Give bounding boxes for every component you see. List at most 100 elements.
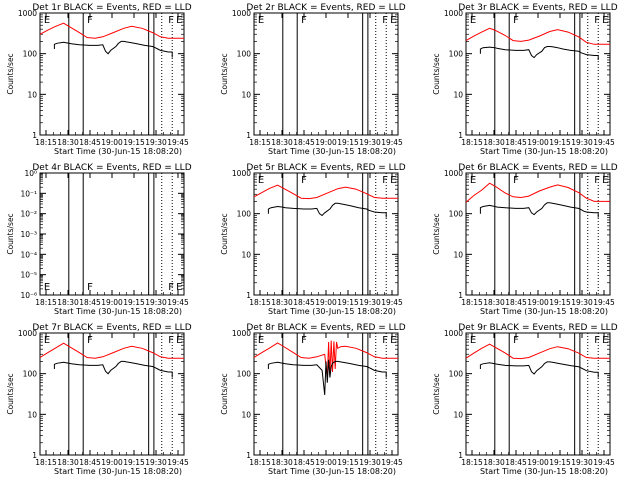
chart-6-y-tick-label: 1000: [444, 169, 463, 178]
chart-6-y-tick-label: 1: [458, 291, 463, 300]
chart-2-marker-e: E: [390, 15, 396, 26]
chart-2-y-tick-label: 1: [246, 131, 251, 140]
chart-7-series-lld-line: [39, 342, 184, 359]
chart-7-marker-e: E: [44, 335, 50, 346]
chart-5-x-tick-label: 19:15: [337, 298, 359, 307]
chart-1-marker-f: F: [87, 15, 93, 26]
chart-9-y-tick-label: 1: [458, 451, 463, 460]
chart-9-title: Det 9r BLACK = Events, RED = LLD: [458, 323, 617, 333]
chart-3-y-tick-label: 1: [458, 131, 463, 140]
chart-4-plot-frame: [39, 172, 185, 296]
chart-8-x-tick-label: 18:15: [249, 458, 271, 467]
chart-7-series-events-line: [53, 360, 173, 378]
chart-1-x-tick-label: 18:45: [79, 138, 101, 147]
chart-6-marker-e: E: [602, 175, 608, 186]
chart-9-y-axis-label: Counts/sec: [432, 373, 441, 414]
chart-7-x-tick-label: 18:45: [79, 458, 101, 467]
chart-6-x-tick-label: 18:15: [461, 298, 483, 307]
chart-1-y-tick-label: 10: [27, 90, 37, 99]
chart-8-y-axis-label: Counts/sec: [220, 373, 229, 414]
chart-5-marker-e: E: [390, 175, 396, 186]
chart-4-y-tick-label: 10⁻¹: [20, 189, 37, 198]
chart-1-x-tick-label: 19:30: [145, 138, 167, 147]
chart-2-x-tick-label: 19:45: [381, 138, 403, 147]
chart-9-plot-frame: [465, 332, 611, 456]
chart-9-x-tick-label: 18:45: [505, 458, 527, 467]
chart-2-plot-frame: [253, 12, 399, 136]
chart-1-x-tick-label: 18:30: [57, 138, 79, 147]
chart-5-y-axis-label: Counts/sec: [220, 213, 229, 254]
chart-4-y-tick-label: 10⁻³: [20, 230, 37, 239]
chart-7-x-axis-label: Start Time (30-Jun-15 18:08:20): [54, 467, 182, 476]
chart-7-x-tick-label: 19:15: [123, 458, 145, 467]
chart-1-series-lld-line: [39, 22, 184, 39]
chart-2-y-tick-label: 10: [241, 90, 251, 99]
chart-6-x-tick-label: 19:15: [549, 298, 571, 307]
chart-3-series-lld-line: [465, 27, 610, 45]
chart-3-x-tick-label: 19:00: [527, 138, 549, 147]
chart-1-x-tick-label: 19:00: [101, 138, 123, 147]
chart-3-x-axis-label: Start Time (30-Jun-15 18:08:20): [480, 147, 608, 156]
chart-3-marker-f: F: [513, 15, 519, 26]
chart-2-marker-e: E: [258, 15, 264, 26]
chart-4-x-axis-label: Start Time (30-Jun-15 18:08:20): [54, 307, 182, 316]
chart-5-y-tick-label: 1: [246, 291, 251, 300]
chart-6-x-axis-label: Start Time (30-Jun-15 18:08:20): [480, 307, 608, 316]
chart-8-marker-e: E: [390, 335, 396, 346]
chart-9-marker-f: F: [594, 335, 600, 346]
chart-3-x-tick-label: 18:30: [483, 138, 505, 147]
chart-6-y-tick-label: 10: [453, 250, 463, 259]
chart-1-y-tick-label: 1000: [18, 9, 37, 18]
chart-2-x-tick-label: 18:30: [271, 138, 293, 147]
chart-2-y-axis-label: Counts/sec: [220, 53, 229, 94]
chart-5-x-tick-label: 19:45: [381, 298, 403, 307]
chart-9-x-tick-label: 18:30: [483, 458, 505, 467]
chart-4-x-tick-label: 19:45: [167, 298, 189, 307]
chart-9-x-tick-label: 19:15: [549, 458, 571, 467]
chart-1-series-events-line: [53, 40, 173, 58]
chart-4-marker-f: F: [87, 282, 93, 293]
chart-2-y-tick-label: 100: [237, 50, 252, 59]
chart-7-x-tick-label: 18:30: [57, 458, 79, 467]
chart-5-y-tick-label: 1000: [232, 169, 251, 178]
chart-2-x-tick-label: 19:30: [359, 138, 381, 147]
chart-4-x-tick-label: 19:30: [145, 298, 167, 307]
chart-3-series-events-line: [479, 46, 599, 60]
chart-7-y-tick-label: 1000: [18, 329, 37, 338]
chart-4-y-axis-label: Counts/sec: [6, 213, 15, 254]
chart-8-x-tick-label: 18:45: [293, 458, 315, 467]
chart-4-marker-f: F: [168, 282, 174, 293]
chart-8-marker-f: F: [301, 335, 307, 346]
chart-9-x-tick-label: 19:00: [527, 458, 549, 467]
chart-7-marker-f: F: [168, 335, 174, 346]
chart-1-y-tick-label: 100: [23, 50, 38, 59]
chart-6-y-tick-label: 100: [449, 210, 464, 219]
chart-5-plot-frame: [253, 172, 399, 296]
chart-7-y-tick-label: 1: [32, 451, 37, 460]
chart-1-marker-f: F: [168, 15, 174, 26]
chart-6-x-tick-label: 18:30: [483, 298, 505, 307]
chart-4-x-tick-label: 19:15: [123, 298, 145, 307]
chart-8-y-tick-label: 1000: [232, 329, 251, 338]
chart-1-x-tick-label: 18:15: [35, 138, 57, 147]
chart-6-series-lld-line: [465, 182, 610, 203]
chart-3-x-tick-label: 19:30: [571, 138, 593, 147]
chart-5-marker-f: F: [301, 175, 307, 186]
chart-1-x-tick-label: 19:45: [167, 138, 189, 147]
chart-5-series-lld-line: [253, 184, 398, 200]
chart-4-x-tick-label: 18:30: [57, 298, 79, 307]
chart-6-series-events-line: [479, 202, 599, 218]
chart-8-x-tick-label: 19:00: [315, 458, 337, 467]
chart-4-x-tick-label: 19:00: [101, 298, 123, 307]
chart-4-marker-e: E: [176, 282, 182, 293]
chart-5-y-tick-label: 10: [241, 250, 251, 259]
chart-3-x-tick-label: 18:15: [461, 138, 483, 147]
chart-5-series-events-line: [267, 202, 387, 218]
chart-1-y-tick-label: 1: [32, 131, 37, 140]
chart-6-title: Det 6r BLACK = Events, RED = LLD: [458, 163, 617, 173]
chart-1-title: Det 1r BLACK = Events, RED = LLD: [32, 3, 191, 13]
chart-7-marker-f: F: [87, 335, 93, 346]
chart-9-y-tick-label: 1000: [444, 329, 463, 338]
chart-4-y-tick-label: 10⁻²: [20, 210, 37, 219]
chart-3-plot-frame: [465, 12, 611, 136]
